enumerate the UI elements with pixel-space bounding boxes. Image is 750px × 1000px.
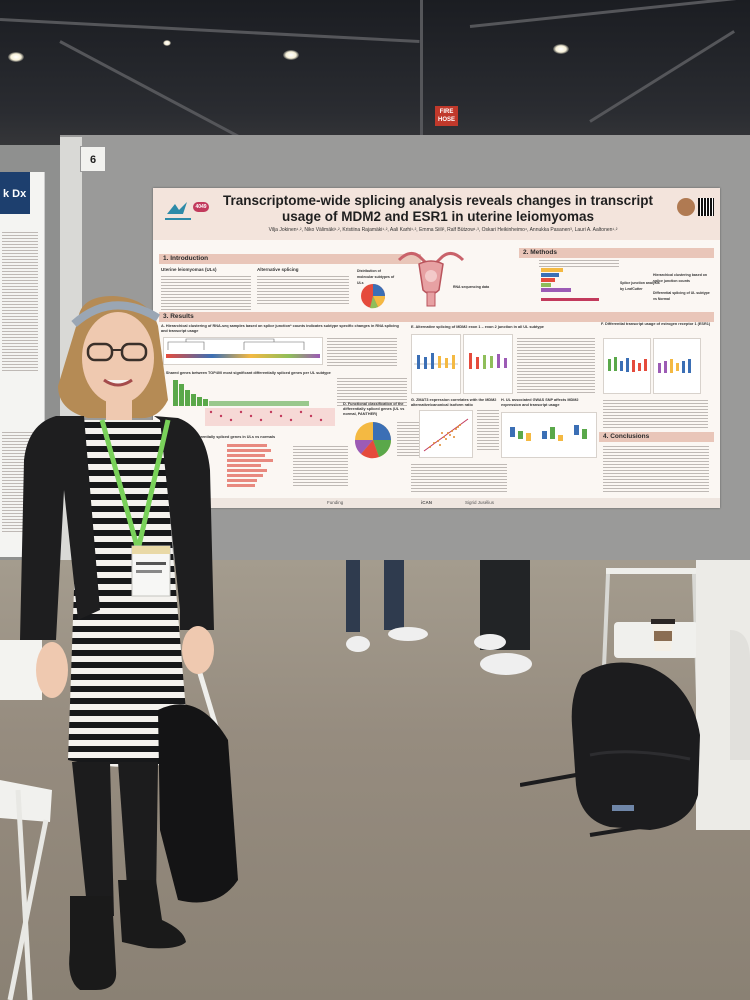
footer-ican-logo: iCAN [421, 500, 432, 505]
presenter-person [20, 296, 238, 990]
subhead-ul: Uterine leiomyomas (ULs) [161, 267, 217, 272]
methods-stacked-bar [541, 268, 599, 301]
black-backpack [520, 662, 700, 837]
folding-chair-right [600, 560, 750, 830]
esr1-transcript-plot-2 [653, 338, 701, 394]
adjacent-poster-header: k Dx [0, 172, 30, 214]
uterus-illustration-icon [397, 252, 465, 307]
poster-number-badge: 4049 [193, 202, 209, 212]
zmat3-scatter-plot [419, 410, 473, 458]
upset-plot [173, 380, 335, 426]
tpa-bar-chart [227, 444, 273, 487]
gwas-snp-boxplots [501, 412, 597, 458]
mdm2-splicing-plot-2 [463, 334, 513, 394]
ceiling-light [283, 50, 299, 60]
figure-e-title: E. Alternative splicing of MDM2 exon 1 –… [411, 325, 544, 329]
poster-header: 4049 Transcriptome-wide splicing analysi… [153, 188, 720, 240]
fire-hose-sign: FIRE HOSE [435, 106, 458, 126]
board-number-sign: 6 [80, 146, 106, 172]
figure-f-title: F. Differential transcript usage of estr… [601, 322, 711, 326]
subhead-distribution: Distribution of molecular subtypes of UL… [357, 269, 395, 285]
ceiling-light [163, 40, 171, 46]
figure-g-title: G. ZMAT3 expression correlates with the … [411, 398, 497, 407]
subtype-pie-chart [361, 284, 386, 309]
footer-funding: Funding [327, 500, 344, 505]
coffee-cup-icon [651, 619, 675, 651]
ceiling-light [8, 52, 24, 62]
figure-b-title: B. Shared genes between TOP400 most sign… [161, 371, 331, 375]
section-introduction: 1. Introduction [159, 254, 421, 264]
subhead-splice-junction: Splice junction analysis by LeafCutter [620, 281, 660, 291]
footer-sigrid-logo: Sigrid Jusélius [465, 500, 495, 505]
subhead-alt-splicing: Alternative splicing [257, 267, 299, 272]
author-photo [677, 198, 695, 216]
figure-h-title: H. UL associated GWAS SNP affects MDM2 e… [501, 398, 579, 407]
poster-footer: Funding iCAN Sigrid Jusélius [153, 498, 720, 508]
subhead-hierarchical: Hierarchical clustering based on splice … [653, 273, 708, 283]
functional-classification-pie [354, 422, 392, 459]
clustering-heatmap [163, 337, 323, 365]
figure-d-title: D. Functional classification of the diff… [343, 402, 405, 416]
subhead-rna-seq: RNA sequencing data [453, 285, 490, 289]
poster-authors: Vilja Jokinen¹˒², Niko Välimäki¹˒², Kris… [268, 227, 618, 233]
esr1-transcript-plot-1 [603, 338, 651, 394]
qr-code [698, 198, 714, 216]
poster-title: Transcriptome-wide splicing analysis rev… [223, 193, 653, 224]
scientific-poster: 4049 Transcriptome-wide splicing analysi… [153, 188, 720, 508]
university-logo [165, 202, 191, 220]
figure-c-title: analysis (TPA) of differentially spliced… [161, 435, 276, 439]
ceiling [0, 0, 750, 184]
mdm2-splicing-plot-1 [411, 334, 461, 394]
section-results: 3. Results [159, 312, 714, 322]
subhead-diff-splicing: Differential splicing of UL subtype vs N… [653, 291, 710, 301]
figure-a-title: A. Hierarchical clustering of RNA-seq sa… [161, 324, 399, 333]
background-people-legs [346, 560, 532, 675]
ceiling-light [553, 44, 569, 54]
section-conclusions: 4. Conclusions [599, 432, 714, 442]
section-methods: 2. Methods [519, 248, 714, 258]
